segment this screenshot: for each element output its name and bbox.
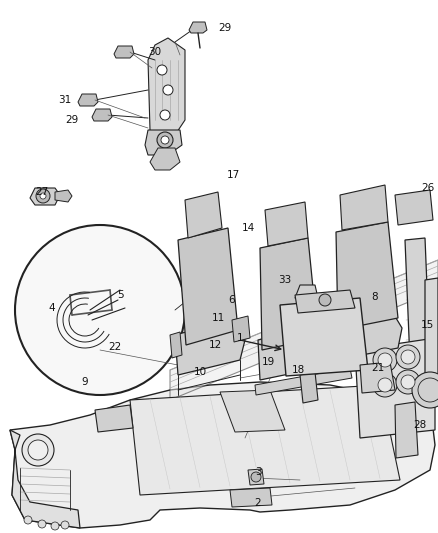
Polygon shape — [92, 109, 112, 121]
Text: 27: 27 — [35, 187, 49, 197]
Polygon shape — [295, 285, 318, 305]
Polygon shape — [405, 238, 430, 362]
Circle shape — [373, 373, 397, 397]
Text: 22: 22 — [108, 342, 122, 352]
Text: 12: 12 — [208, 340, 222, 350]
Polygon shape — [232, 316, 250, 342]
Circle shape — [190, 299, 196, 305]
Text: 11: 11 — [212, 313, 225, 323]
Polygon shape — [220, 390, 285, 432]
Circle shape — [251, 472, 261, 482]
Polygon shape — [335, 308, 402, 360]
Polygon shape — [265, 202, 308, 246]
Circle shape — [161, 136, 169, 144]
Polygon shape — [78, 94, 98, 106]
Polygon shape — [55, 190, 72, 202]
Polygon shape — [185, 290, 215, 315]
Polygon shape — [425, 278, 438, 402]
Circle shape — [401, 375, 415, 389]
Polygon shape — [295, 290, 355, 313]
Circle shape — [28, 440, 48, 460]
Polygon shape — [395, 190, 433, 225]
Text: 21: 21 — [371, 363, 385, 373]
Circle shape — [38, 520, 46, 528]
Circle shape — [157, 65, 167, 75]
Polygon shape — [148, 38, 185, 140]
Polygon shape — [175, 320, 245, 375]
Circle shape — [302, 317, 318, 333]
Text: 19: 19 — [261, 357, 275, 367]
Polygon shape — [260, 238, 318, 350]
Text: 2: 2 — [254, 498, 261, 508]
Circle shape — [378, 378, 392, 392]
Polygon shape — [130, 385, 400, 495]
Text: 3: 3 — [254, 467, 261, 477]
Text: 8: 8 — [372, 292, 378, 302]
Circle shape — [15, 225, 185, 395]
Text: 18: 18 — [291, 365, 304, 375]
Text: 29: 29 — [65, 115, 79, 125]
Circle shape — [207, 299, 213, 305]
Text: 14: 14 — [241, 223, 254, 233]
Circle shape — [412, 372, 438, 408]
Text: 6: 6 — [229, 295, 235, 305]
Polygon shape — [300, 372, 318, 403]
Circle shape — [51, 522, 59, 530]
Circle shape — [61, 521, 69, 529]
Text: 28: 28 — [413, 420, 427, 430]
Circle shape — [373, 348, 397, 372]
Text: 9: 9 — [82, 377, 88, 387]
Polygon shape — [248, 469, 264, 485]
Polygon shape — [258, 328, 322, 380]
Polygon shape — [145, 130, 182, 155]
Text: 15: 15 — [420, 320, 434, 330]
Text: 26: 26 — [421, 183, 434, 193]
Circle shape — [40, 193, 46, 199]
Polygon shape — [30, 188, 60, 205]
Text: 31: 31 — [58, 95, 72, 105]
Text: 30: 30 — [148, 47, 162, 57]
Circle shape — [163, 85, 173, 95]
Text: 29: 29 — [219, 23, 232, 33]
Polygon shape — [280, 298, 368, 376]
Text: 33: 33 — [279, 275, 292, 285]
Polygon shape — [185, 192, 222, 238]
Polygon shape — [189, 22, 207, 33]
Text: 1: 1 — [237, 333, 244, 343]
Polygon shape — [150, 148, 180, 170]
Circle shape — [378, 353, 392, 367]
Text: 4: 4 — [49, 303, 55, 313]
Polygon shape — [340, 185, 388, 230]
Text: 17: 17 — [226, 170, 240, 180]
Polygon shape — [170, 260, 438, 400]
Circle shape — [22, 434, 54, 466]
Text: 5: 5 — [117, 290, 124, 300]
Polygon shape — [255, 368, 352, 395]
Circle shape — [396, 370, 420, 394]
Text: 10: 10 — [194, 367, 207, 377]
Circle shape — [319, 294, 331, 306]
Circle shape — [199, 299, 205, 305]
Circle shape — [160, 110, 170, 120]
Polygon shape — [114, 46, 134, 58]
Polygon shape — [10, 382, 435, 528]
Circle shape — [401, 350, 415, 364]
Polygon shape — [230, 488, 272, 507]
Polygon shape — [360, 362, 395, 393]
Polygon shape — [10, 430, 80, 528]
Polygon shape — [395, 402, 418, 458]
Polygon shape — [355, 338, 435, 438]
Circle shape — [157, 132, 173, 148]
Polygon shape — [95, 405, 133, 432]
Circle shape — [24, 516, 32, 524]
Polygon shape — [178, 228, 238, 345]
Circle shape — [36, 189, 50, 203]
Circle shape — [396, 345, 420, 369]
Polygon shape — [336, 222, 398, 330]
Polygon shape — [170, 332, 182, 358]
